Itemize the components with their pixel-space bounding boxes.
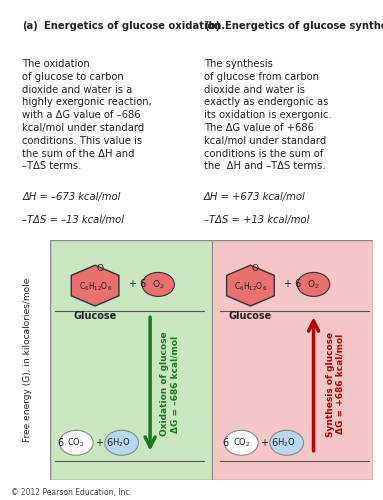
Text: ΔH = +673 kcal/mol: ΔH = +673 kcal/mol	[204, 192, 306, 202]
Polygon shape	[71, 265, 119, 306]
Text: The synthesis
of glucose from carbon
dioxide and water is
exactly as endergonic : The synthesis of glucose from carbon dio…	[204, 59, 332, 172]
Text: Oxidation of glucose
ΔG = –686 kcal/mol: Oxidation of glucose ΔG = –686 kcal/mol	[160, 332, 179, 436]
Circle shape	[270, 430, 303, 456]
Text: The oxidation
of glucose to carbon
dioxide and water is a
highly exergonic react: The oxidation of glucose to carbon dioxi…	[22, 59, 152, 172]
FancyBboxPatch shape	[211, 240, 373, 480]
Text: $\mathregular{CO_2}$: $\mathregular{CO_2}$	[67, 436, 85, 449]
FancyBboxPatch shape	[50, 240, 211, 480]
Text: Energetics of glucose oxidation.: Energetics of glucose oxidation.	[44, 21, 225, 31]
Circle shape	[105, 430, 139, 456]
Text: $\mathregular{C_6H_{12}O_6}$: $\mathregular{C_6H_{12}O_6}$	[234, 280, 267, 293]
Text: O: O	[252, 264, 259, 273]
Text: $\mathregular{H_2O}$: $\mathregular{H_2O}$	[277, 436, 296, 449]
Text: + 6: + 6	[261, 438, 278, 448]
Text: Glucose: Glucose	[74, 311, 117, 321]
Circle shape	[142, 272, 174, 296]
Text: (b): (b)	[204, 21, 220, 31]
Text: $\mathregular{O_2}$: $\mathregular{O_2}$	[152, 278, 164, 290]
Text: Energetics of glucose synthesis.: Energetics of glucose synthesis.	[226, 21, 383, 31]
Text: Free energy (G), in kilocalories/mole: Free energy (G), in kilocalories/mole	[23, 278, 32, 442]
Polygon shape	[227, 265, 274, 306]
Circle shape	[297, 272, 330, 296]
Text: $\mathregular{CO_2}$: $\mathregular{CO_2}$	[232, 436, 250, 449]
Text: ΔH = –673 kcal/mol: ΔH = –673 kcal/mol	[22, 192, 121, 202]
Circle shape	[59, 430, 93, 456]
Text: + 6: + 6	[285, 280, 302, 289]
Text: $\mathregular{H_2O}$: $\mathregular{H_2O}$	[112, 436, 131, 449]
Text: 6: 6	[222, 438, 228, 448]
Text: $\mathregular{C_6H_{12}O_6}$: $\mathregular{C_6H_{12}O_6}$	[79, 280, 112, 293]
Text: + 6: + 6	[96, 438, 113, 448]
Text: O: O	[97, 264, 103, 273]
Text: –TΔS = –13 kcal/mol: –TΔS = –13 kcal/mol	[22, 214, 124, 224]
Text: 6: 6	[57, 438, 63, 448]
Text: $\mathregular{O_2}$: $\mathregular{O_2}$	[307, 278, 320, 290]
Circle shape	[224, 430, 258, 456]
Text: Glucose: Glucose	[229, 311, 272, 321]
Text: (a): (a)	[22, 21, 38, 31]
Text: + 6: + 6	[129, 280, 146, 289]
Text: Synthesis of glucose
ΔG = +686 kcal/mol: Synthesis of glucose ΔG = +686 kcal/mol	[326, 332, 345, 436]
Text: –TΔS = +13 kcal/mol: –TΔS = +13 kcal/mol	[204, 214, 309, 224]
Text: © 2012 Pearson Education, Inc.: © 2012 Pearson Education, Inc.	[11, 488, 133, 498]
